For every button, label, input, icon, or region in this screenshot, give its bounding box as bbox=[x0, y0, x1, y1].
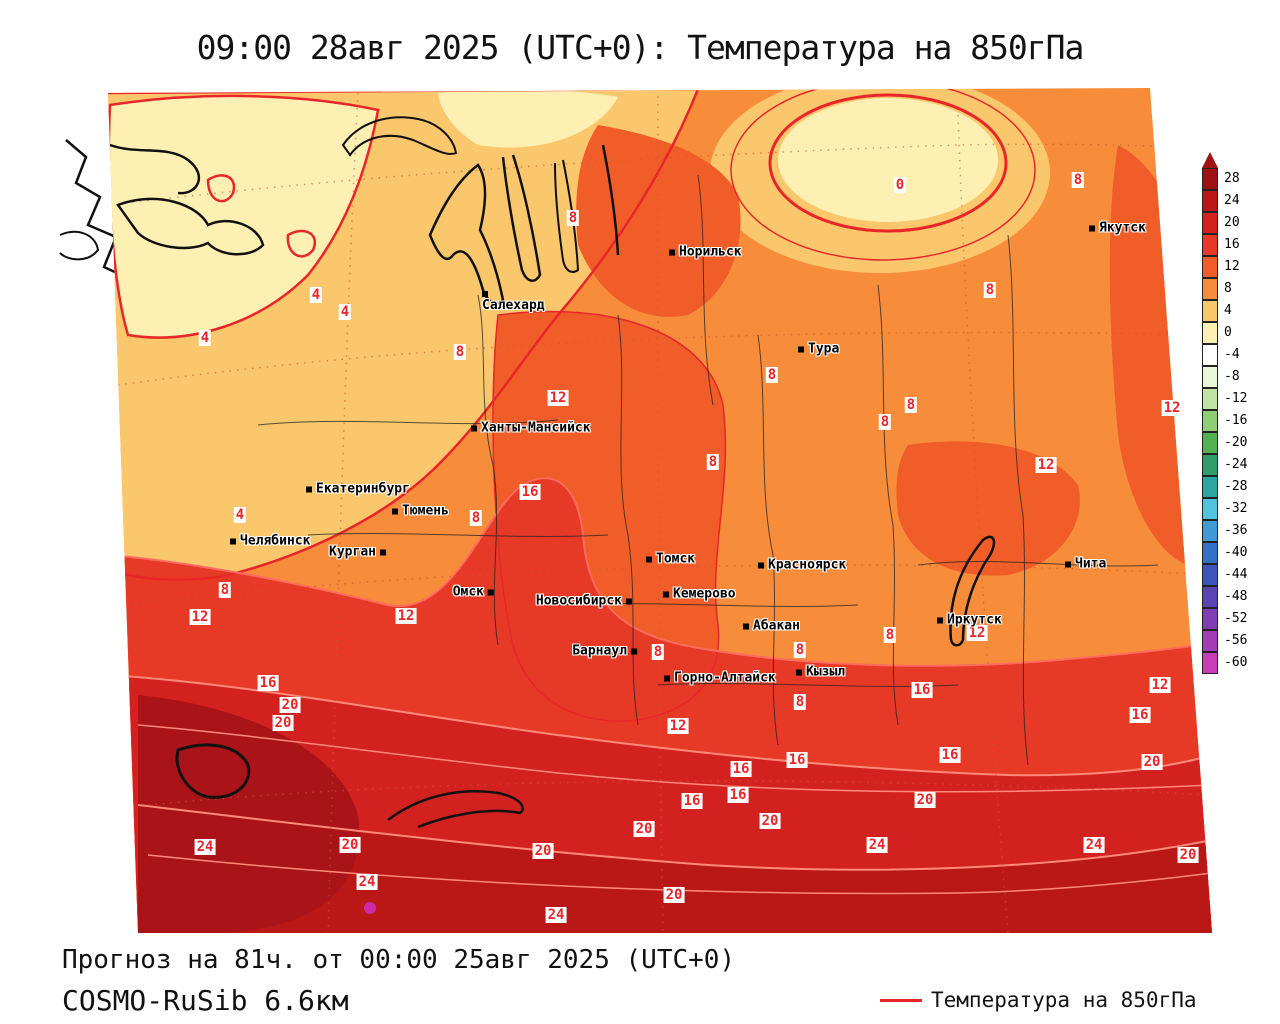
colorbar-value: 16 bbox=[1224, 237, 1240, 252]
colorbar-swatch bbox=[1202, 608, 1218, 630]
temperature-colorbar: 28 24 20 16 12 8 4 bbox=[1202, 152, 1247, 674]
colorbar-swatch bbox=[1202, 586, 1218, 608]
colorbar-value: -60 bbox=[1224, 655, 1248, 670]
colorbar-value: 24 bbox=[1224, 193, 1240, 208]
colorbar-swatch bbox=[1202, 278, 1218, 300]
colorbar-value: -56 bbox=[1224, 633, 1248, 648]
colorbar-swatch bbox=[1202, 256, 1218, 278]
temperature-field-svg bbox=[59, 88, 1212, 933]
footer: Прогноз на 81ч. от 00:00 25авг 2025 (UTC… bbox=[62, 945, 735, 1017]
colorbar-value: -40 bbox=[1224, 545, 1248, 560]
colorbar-value: -52 bbox=[1224, 611, 1248, 626]
temperature-line-icon bbox=[880, 998, 922, 1002]
map-canvas: 0 8 8 4 4 4 8 8 8 8 8 12 12 12 8 16 8 4 8 12 12 12 8 8 8 16 20 20 12… bbox=[58, 85, 1218, 947]
forecast-info: Прогноз на 81ч. от 00:00 25авг 2025 (UTC… bbox=[62, 945, 736, 975]
legend-label: Температура на 850гПа bbox=[931, 988, 1197, 1012]
colorbar-swatch bbox=[1202, 520, 1218, 542]
colorbar-swatch bbox=[1202, 498, 1218, 520]
graticule bbox=[109, 88, 1212, 933]
colorbar-value: 12 bbox=[1224, 259, 1240, 274]
colorbar-entry: -24 bbox=[1202, 454, 1247, 476]
page-title: 09:00 28авг 2025 (UTC+0): Температура на… bbox=[196, 28, 1085, 67]
colorbar-entry: 24 bbox=[1202, 190, 1247, 212]
colorbar-entry: 0 bbox=[1202, 322, 1247, 344]
colorbar-entry: -8 bbox=[1202, 366, 1247, 388]
colorbar-value: -16 bbox=[1224, 413, 1248, 428]
colorbar-swatch bbox=[1202, 168, 1218, 190]
colorbar-value: -28 bbox=[1224, 479, 1248, 494]
colorbar-entry: -32 bbox=[1202, 498, 1247, 520]
coastline-outside-domain bbox=[59, 230, 100, 261]
colorbar-entry: -56 bbox=[1202, 630, 1247, 652]
colorbar-entry: 28 bbox=[1202, 168, 1247, 190]
colorbar-entry: -52 bbox=[1202, 608, 1247, 630]
colorbar-entry: -12 bbox=[1202, 388, 1247, 410]
colorbar-entry: -36 bbox=[1202, 520, 1247, 542]
colorbar-value: -4 bbox=[1224, 347, 1240, 362]
colorbar-arrow-icon bbox=[1202, 152, 1218, 168]
colorbar-value: 4 bbox=[1224, 303, 1232, 318]
colorbar-entry: 16 bbox=[1202, 234, 1247, 256]
colorbar-entry: -20 bbox=[1202, 432, 1247, 454]
colorbar-value: -12 bbox=[1224, 391, 1248, 406]
colorbar-swatch bbox=[1202, 564, 1218, 586]
colorbar-entry: -48 bbox=[1202, 586, 1247, 608]
colorbar-swatch bbox=[1202, 212, 1218, 234]
colorbar-swatch bbox=[1202, 410, 1218, 432]
colorbar-entry: -16 bbox=[1202, 410, 1247, 432]
colorbar-swatch bbox=[1202, 388, 1218, 410]
colorbar-value: -24 bbox=[1224, 457, 1248, 472]
colorbar-swatch bbox=[1202, 190, 1218, 212]
colorbar-entry: -60 bbox=[1202, 652, 1247, 674]
temperature-shading bbox=[108, 88, 1212, 933]
colorbar-swatch bbox=[1202, 432, 1218, 454]
colorbar-cells: 28 24 20 16 12 8 4 bbox=[1202, 168, 1247, 674]
colorbar-entry: 12 bbox=[1202, 256, 1247, 278]
colorbar-entry: -40 bbox=[1202, 542, 1247, 564]
colorbar-swatch bbox=[1202, 366, 1218, 388]
colorbar-entry: -44 bbox=[1202, 564, 1247, 586]
colorbar-swatch bbox=[1202, 652, 1218, 674]
colorbar-swatch bbox=[1202, 234, 1218, 256]
model-info: COSMO-RuSib 6.6км bbox=[62, 984, 349, 1017]
colorbar-swatch bbox=[1202, 300, 1218, 322]
colorbar-swatch bbox=[1202, 542, 1218, 564]
colorbar-value: 0 bbox=[1224, 325, 1232, 340]
colorbar-value: -36 bbox=[1224, 523, 1248, 538]
colorbar-value: 20 bbox=[1224, 215, 1240, 230]
colorbar-entry: 4 bbox=[1202, 300, 1247, 322]
colorbar-entry: -4 bbox=[1202, 344, 1247, 366]
colorbar-value: -44 bbox=[1224, 567, 1248, 582]
colorbar-value: -20 bbox=[1224, 435, 1248, 450]
colorbar-value: -48 bbox=[1224, 589, 1248, 604]
colorbar-value: -8 bbox=[1224, 369, 1240, 384]
colorbar-value: -32 bbox=[1224, 501, 1248, 516]
colorbar-entry: 20 bbox=[1202, 212, 1247, 234]
coastlines bbox=[109, 116, 996, 829]
colorbar-swatch bbox=[1202, 322, 1218, 344]
colorbar-value: 8 bbox=[1224, 281, 1232, 296]
colorbar-swatch bbox=[1202, 344, 1218, 366]
region-borders bbox=[257, 174, 1159, 766]
colorbar-entry: -28 bbox=[1202, 476, 1247, 498]
colorbar-swatch bbox=[1202, 476, 1218, 498]
colorbar-entry: 8 bbox=[1202, 278, 1247, 300]
colorbar-swatch bbox=[1202, 454, 1218, 476]
colorbar-swatch bbox=[1202, 630, 1218, 652]
map-legend: Температура на 850гПа bbox=[880, 988, 1197, 1012]
colorbar-value: 28 bbox=[1224, 171, 1240, 186]
